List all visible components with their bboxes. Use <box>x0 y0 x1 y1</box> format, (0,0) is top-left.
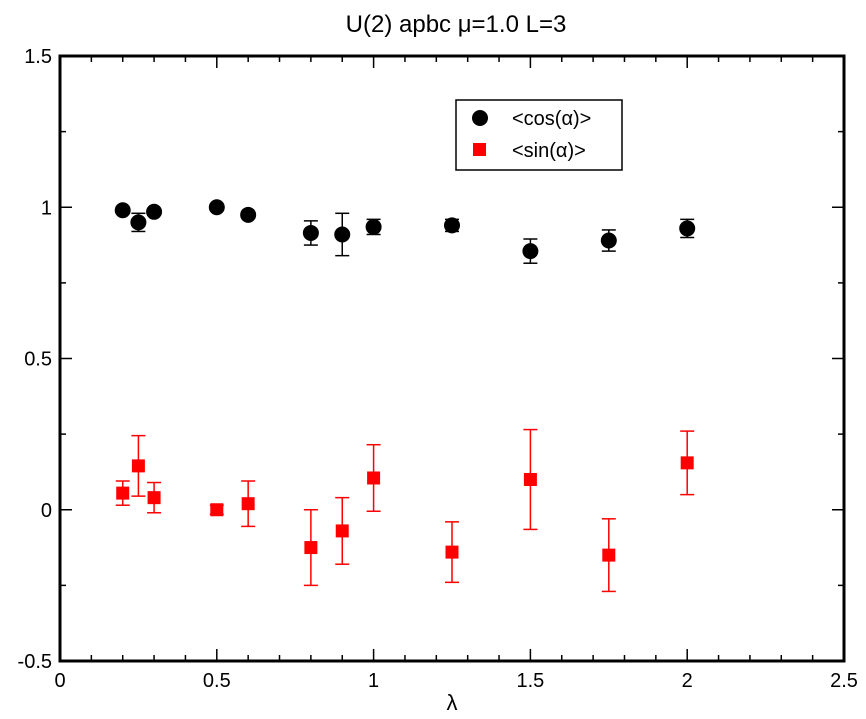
data-point-sin <box>335 524 349 538</box>
legend-marker-sin <box>473 143 486 156</box>
y-tick-label: 0.5 <box>24 349 52 371</box>
data-point-sin <box>116 486 130 500</box>
x-tick-label: 1.5 <box>516 670 544 692</box>
chart-title: U(2) apbc μ=1.0 L=3 <box>346 11 567 38</box>
data-point-cos <box>130 214 147 231</box>
y-tick-label: -0.5 <box>18 651 52 673</box>
legend-marker-cos <box>472 110 488 126</box>
data-point-sin <box>241 497 255 511</box>
data-point-cos <box>365 218 382 235</box>
data-point-cos <box>240 206 257 223</box>
data-point-cos <box>444 217 460 234</box>
y-tick-label: 0 <box>41 500 52 522</box>
legend-label-sin: <sin(α)> <box>512 140 586 162</box>
data-points <box>114 199 696 562</box>
data-point-cos <box>679 220 696 237</box>
error-bars <box>115 203 695 593</box>
data-point-cos <box>146 203 163 220</box>
data-point-sin <box>367 471 381 485</box>
data-point-cos <box>522 243 539 260</box>
data-point-sin <box>210 503 224 517</box>
data-point-sin <box>602 548 616 562</box>
data-point-sin <box>680 456 694 470</box>
data-point-cos <box>302 224 319 241</box>
data-point-cos <box>114 202 131 219</box>
data-point-sin <box>523 473 537 486</box>
x-tick-label: 2.5 <box>830 670 858 692</box>
x-tick-label: 0 <box>54 670 65 692</box>
y-tick-label: 1.5 <box>24 46 52 68</box>
x-tick-label: 1 <box>368 670 379 692</box>
tick-labels: 0 0.5 1 1.5 2 2.5-0.500.511.5 <box>18 46 858 692</box>
data-point-cos <box>208 199 225 216</box>
data-point-cos <box>600 232 617 249</box>
data-point-sin <box>147 491 161 505</box>
x-axis-label: λ <box>447 690 458 715</box>
y-tick-label: 1 <box>41 197 52 219</box>
data-point-sin <box>304 541 318 555</box>
x-tick-label: 0.5 <box>203 670 231 692</box>
data-point-sin <box>445 545 459 559</box>
data-point-sin <box>131 459 145 473</box>
data-point-cos <box>334 226 351 243</box>
x-tick-label: 2 <box>682 670 693 692</box>
legend-label-cos: <cos(α)> <box>512 108 591 130</box>
plot-frame <box>58 54 846 663</box>
legend: <cos(α)> <sin(α)> <box>455 99 623 171</box>
